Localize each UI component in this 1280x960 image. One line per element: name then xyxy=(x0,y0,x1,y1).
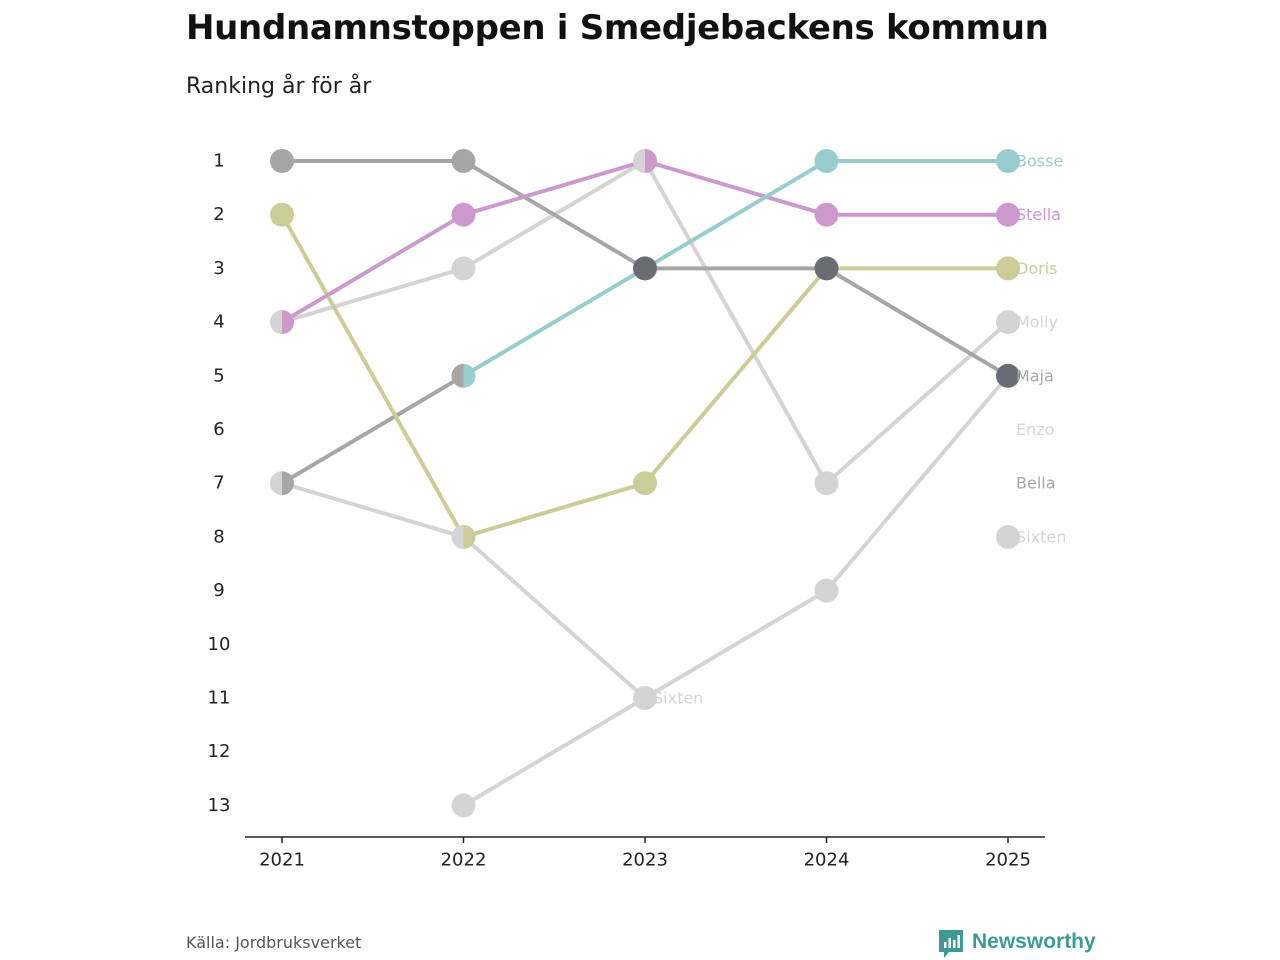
y-tick-label: 3 xyxy=(213,258,224,279)
dot-bosse xyxy=(814,149,839,173)
line-segment-sixten xyxy=(643,588,829,700)
line-segment-enzo xyxy=(461,534,647,700)
y-tick-label: 9 xyxy=(213,580,224,601)
dot-doris xyxy=(270,202,294,227)
dot-shared-maja xyxy=(633,256,657,281)
newsworthy-brand[interactable]: Newsworthy xyxy=(938,928,1096,960)
dot-stella xyxy=(451,202,476,227)
y-tick-label: 2 xyxy=(213,204,224,225)
dot-half-stella xyxy=(282,310,294,335)
chart-subtitle: Ranking år för år xyxy=(186,74,372,99)
y-tick-label: 6 xyxy=(213,419,224,440)
line-segment-doris xyxy=(280,212,466,539)
dot-half-bosse xyxy=(463,363,476,388)
y-tick-label: 8 xyxy=(213,526,224,547)
dot-half-bella xyxy=(282,471,294,496)
series-dots xyxy=(270,149,1020,818)
line-segment-molly xyxy=(643,159,829,486)
y-tick-label: 4 xyxy=(213,312,224,333)
end-label-maja: Maja xyxy=(1016,366,1054,385)
x-tick-label: 2025 xyxy=(985,850,1031,871)
source-note: Källa: Jordbruksverket xyxy=(186,933,362,952)
y-tick-label: 7 xyxy=(213,473,224,494)
end-label-bella: Bella xyxy=(1016,474,1056,493)
y-tick-label: 10 xyxy=(208,634,231,655)
dot-molly xyxy=(996,310,1020,335)
dot-shared-sixten xyxy=(996,363,1020,388)
line-segment-doris xyxy=(461,481,647,539)
dot-half-stella xyxy=(645,149,657,173)
line-segment-enzo xyxy=(280,481,466,539)
dot-molly xyxy=(451,256,476,281)
end-label-stella: Stella xyxy=(1016,205,1061,224)
dot-enzo xyxy=(633,686,657,710)
line-segment-doris xyxy=(643,266,829,486)
dot-half-molly xyxy=(633,149,645,173)
dot-sixten xyxy=(814,578,839,603)
y-tick-label: 13 xyxy=(208,795,231,816)
dot-half-enzo xyxy=(270,471,282,496)
dot-doris xyxy=(996,256,1020,281)
line-segment-maja xyxy=(461,159,647,271)
end-label-molly: Molly xyxy=(1016,313,1058,332)
dot-shared-maja xyxy=(814,256,839,281)
x-tick-label: 2023 xyxy=(622,850,668,871)
dot-molly xyxy=(814,471,839,496)
dot-half-molly xyxy=(270,310,282,335)
dot-half-bella xyxy=(451,363,464,388)
y-tick-label: 11 xyxy=(208,688,231,709)
line-segment-sixten xyxy=(461,696,647,808)
end-label-doris: Doris xyxy=(1016,259,1057,278)
dot-sixten xyxy=(996,524,1020,549)
chart-title: Hundnamnstoppen i Smedjebackens kommun xyxy=(186,8,1049,48)
dot-half-enzo xyxy=(451,524,464,549)
series-labels: Bosse Stella Doris Molly Maja Enzo Bella Sixten… xyxy=(653,152,1066,708)
line-segment-molly xyxy=(824,320,1010,486)
inline-label-sixten: Sixten xyxy=(653,689,703,708)
line-segment-bosse xyxy=(461,266,647,378)
line-segment-stella xyxy=(461,159,647,217)
dot-maja xyxy=(451,149,476,173)
y-tick-label: 1 xyxy=(213,151,224,172)
line-segment-molly xyxy=(280,266,466,325)
line-segment-bosse xyxy=(643,159,829,271)
series-lines xyxy=(280,159,1010,808)
end-label-sixten: Sixten xyxy=(1016,527,1066,546)
dot-sixten xyxy=(451,793,476,818)
x-tick-label: 2022 xyxy=(441,850,487,871)
line-segment-maja xyxy=(824,266,1010,378)
y-tick-label: 5 xyxy=(213,365,224,386)
y-tick-label: 12 xyxy=(208,741,231,762)
x-tick-label: 2024 xyxy=(804,850,850,871)
x-tick-label: 2021 xyxy=(259,850,305,871)
x-axis: 2021 2022 2023 2024 2025 xyxy=(245,836,1045,871)
line-segment-stella xyxy=(280,212,466,325)
dot-bosse xyxy=(996,149,1020,173)
dot-stella xyxy=(814,202,839,227)
end-label-bosse: Bosse xyxy=(1016,152,1063,171)
line-segment-sixten xyxy=(824,373,1010,593)
end-label-enzo: Enzo xyxy=(1016,420,1054,439)
dot-stella xyxy=(996,202,1020,227)
line-segment-stella xyxy=(643,159,829,217)
line-segment-bella xyxy=(280,373,466,486)
dot-doris xyxy=(633,471,657,496)
dot-half-doris xyxy=(463,524,476,549)
brand-name: Newsworthy xyxy=(972,930,1096,953)
newsworthy-logo-icon xyxy=(939,930,963,958)
dot-maja xyxy=(270,149,294,173)
